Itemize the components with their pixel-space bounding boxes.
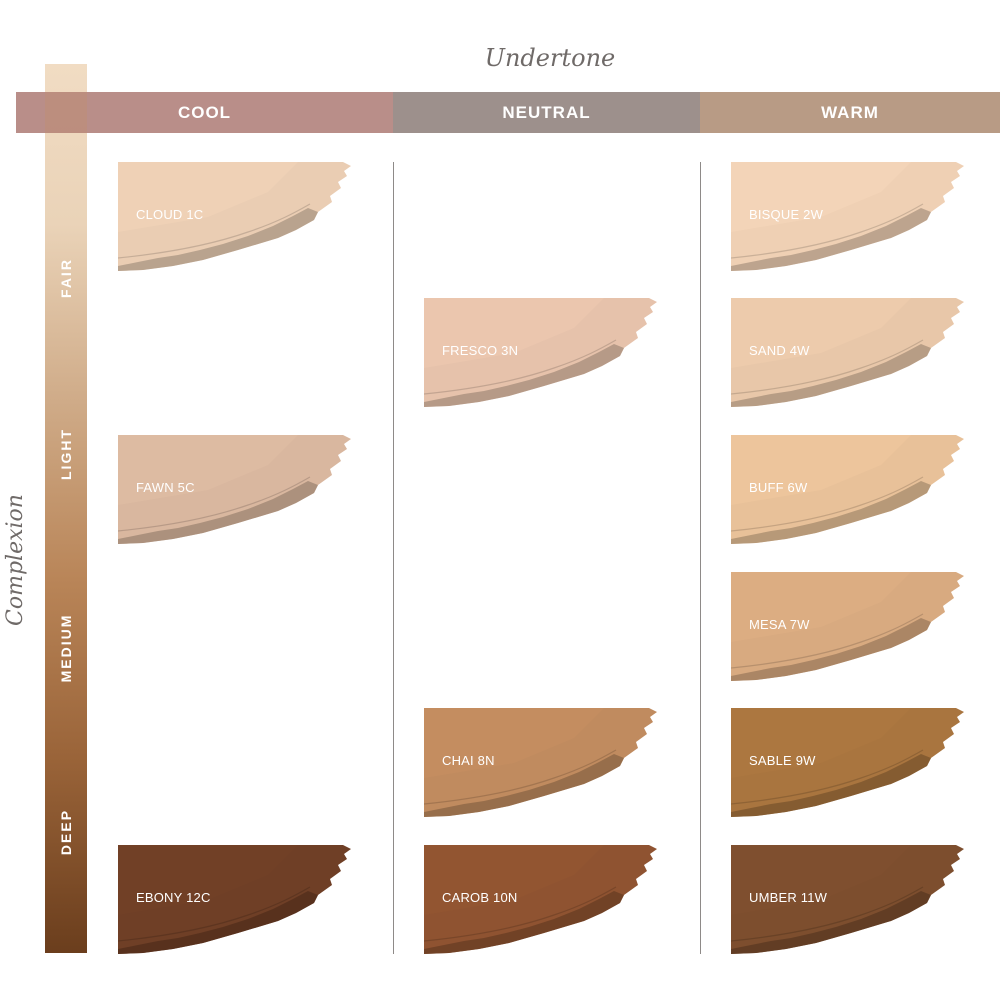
complexion-gradient-bar — [45, 64, 87, 953]
smear-highlight — [424, 845, 604, 915]
header-bar-overlap — [45, 92, 87, 133]
swatch-cloud-1c[interactable]: CLOUD 1C — [118, 162, 351, 272]
smear-ridge — [424, 886, 617, 942]
smear-ridge — [731, 203, 924, 259]
undertone-label-warm: WARM — [821, 102, 879, 122]
swatch-label: BUFF 6W — [749, 480, 808, 495]
smear-ridge — [731, 613, 924, 669]
complexion-label-deep: DEEP — [58, 808, 74, 856]
smear-highlight — [118, 162, 298, 232]
smear-highlight — [731, 162, 911, 232]
smear-body — [118, 845, 351, 954]
swatch-mesa-7w[interactable]: MESA 7W — [731, 572, 964, 682]
smear-edge — [731, 208, 931, 271]
smear-edge — [731, 754, 931, 817]
complexion-title: Complexion — [3, 494, 28, 626]
column-divider — [393, 162, 394, 954]
undertone-header-neutral: NEUTRAL — [393, 92, 700, 133]
swatch-label: CAROB 10N — [442, 890, 518, 905]
smear-shape — [424, 298, 657, 407]
swatch-label: SABLE 9W — [749, 753, 816, 768]
swatch-carob-10n[interactable]: CAROB 10N — [424, 845, 657, 955]
smear-ridge — [424, 749, 617, 805]
smear-body — [731, 435, 964, 544]
smear-shape — [731, 572, 964, 681]
smear-shape — [118, 845, 351, 954]
swatch-label: UMBER 11W — [749, 890, 828, 905]
smear-highlight — [731, 298, 911, 368]
swatch-fawn-5c[interactable]: FAWN 5C — [118, 435, 351, 545]
smear-highlight — [118, 845, 298, 915]
swatch-bisque-2w[interactable]: BISQUE 2W — [731, 162, 964, 272]
undertone-title: Undertone — [484, 44, 616, 72]
smear-edge — [118, 891, 318, 954]
smear-shape — [731, 708, 964, 817]
swatch-umber-11w[interactable]: UMBER 11W — [731, 845, 964, 955]
swatch-chai-8n[interactable]: CHAI 8N — [424, 708, 657, 818]
smear-body — [731, 845, 964, 954]
smear-body — [731, 572, 964, 681]
swatch-label: BISQUE 2W — [749, 207, 824, 222]
complexion-label-light: LIGHT — [58, 428, 74, 480]
smear-ridge — [731, 339, 924, 395]
swatch-buff-6w[interactable]: BUFF 6W — [731, 435, 964, 545]
smear-highlight — [731, 708, 911, 778]
undertone-header-warm: WARM — [700, 92, 1000, 133]
smear-highlight — [424, 298, 604, 368]
smear-shape — [731, 298, 964, 407]
smear-shape — [424, 708, 657, 817]
swatch-label: SAND 4W — [749, 343, 810, 358]
swatch-label: FAWN 5C — [136, 480, 195, 495]
smear-body — [731, 708, 964, 817]
smear-shape — [731, 845, 964, 954]
swatch-sable-9w[interactable]: SABLE 9W — [731, 708, 964, 818]
smear-ridge — [731, 886, 924, 942]
smear-highlight — [731, 572, 911, 642]
smear-body — [424, 708, 657, 817]
smear-edge — [118, 481, 318, 544]
smear-ridge — [424, 339, 617, 395]
smear-highlight — [731, 845, 911, 915]
swatch-label: MESA 7W — [749, 617, 810, 632]
smear-edge — [118, 208, 318, 271]
smear-highlight — [118, 435, 298, 505]
smear-ridge — [118, 203, 311, 259]
smear-ridge — [731, 476, 924, 532]
swatch-sand-4w[interactable]: SAND 4W — [731, 298, 964, 408]
smear-edge — [731, 481, 931, 544]
smear-edge — [424, 754, 624, 817]
smear-highlight — [424, 708, 604, 778]
smear-ridge — [731, 749, 924, 805]
smear-shape — [118, 435, 351, 544]
smear-ridge — [118, 476, 311, 532]
smear-body — [731, 298, 964, 407]
smear-edge — [731, 891, 931, 954]
smear-edge — [424, 891, 624, 954]
undertone-label-neutral: NEUTRAL — [502, 102, 591, 122]
smear-shape — [424, 845, 657, 954]
smear-shape — [731, 162, 964, 271]
smear-body — [118, 435, 351, 544]
swatch-label: CHAI 8N — [442, 753, 495, 768]
swatch-label: EBONY 12C — [136, 890, 211, 905]
smear-shape — [731, 435, 964, 544]
complexion-label-fair: FAIR — [58, 258, 74, 298]
swatch-fresco-3n[interactable]: FRESCO 3N — [424, 298, 657, 408]
complexion-label-medium: MEDIUM — [58, 613, 74, 683]
smear-body — [424, 845, 657, 954]
column-divider — [700, 162, 701, 954]
smear-body — [118, 162, 351, 271]
smear-edge — [424, 344, 624, 407]
smear-edge — [731, 618, 931, 681]
smear-ridge — [118, 886, 311, 942]
smear-body — [731, 162, 964, 271]
smear-edge — [731, 344, 931, 407]
swatch-label: FRESCO 3N — [442, 343, 519, 358]
undertone-label-cool: COOL — [177, 102, 232, 122]
smear-body — [424, 298, 657, 407]
swatch-label: CLOUD 1C — [136, 207, 204, 222]
smear-shape — [118, 162, 351, 271]
swatch-ebony-12c[interactable]: EBONY 12C — [118, 845, 351, 955]
smear-highlight — [731, 435, 911, 505]
